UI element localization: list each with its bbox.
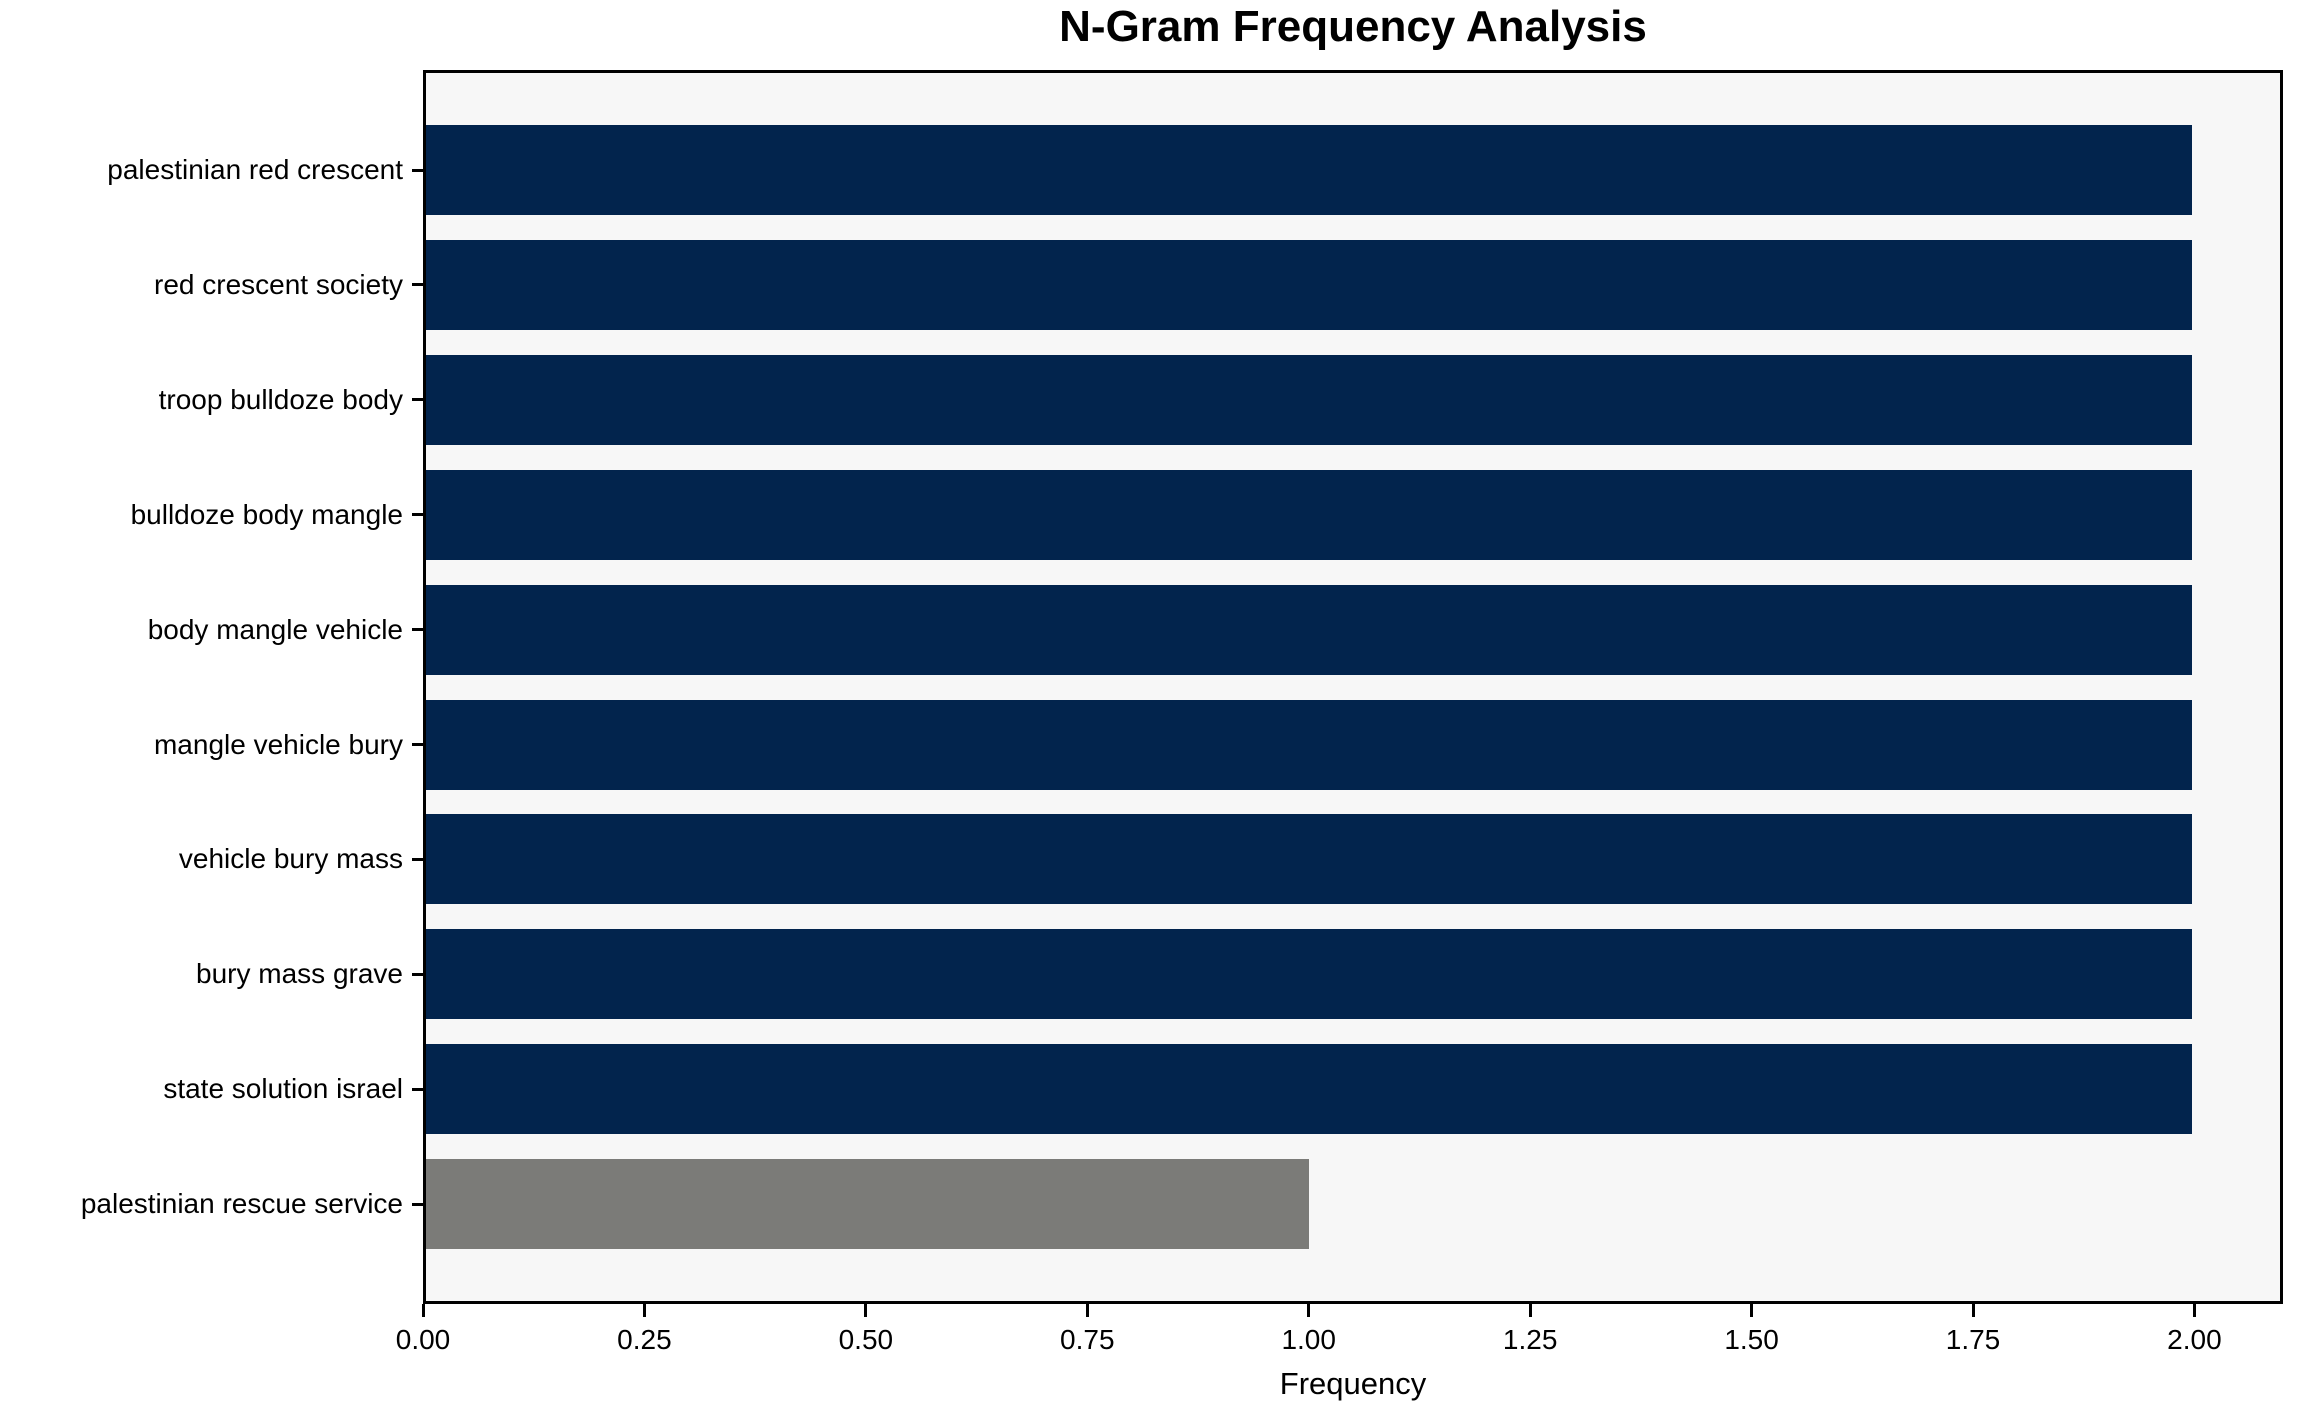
y-tick-label: palestinian red crescent — [107, 154, 403, 185]
x-tick-label: 1.00 — [1281, 1324, 1336, 1355]
y-tick-mark — [412, 743, 423, 746]
y-tick-mark — [412, 628, 423, 632]
x-tick-label: 0.25 — [617, 1324, 672, 1355]
bar — [426, 929, 2192, 1020]
y-tick-mark — [412, 1087, 423, 1091]
y-tick-mark — [412, 1202, 423, 1206]
x-tick-mark — [1085, 1304, 1089, 1317]
y-tick-label: vehicle bury mass — [178, 843, 403, 875]
x-tick-mark — [642, 1304, 646, 1317]
bar — [426, 1044, 2192, 1135]
y-tick-label: troop bulldoze body — [158, 383, 403, 415]
x-tick-mark — [1528, 1304, 1532, 1317]
y-tick-label: state solution israel — [163, 1073, 403, 1105]
bar — [426, 469, 2192, 560]
y-tick-label: red crescent society — [154, 268, 403, 300]
x-tick-label: 1.75 — [1945, 1324, 2001, 1355]
x-tick-label: 1.50 — [1724, 1324, 1779, 1355]
x-tick-label: 0.75 — [1060, 1324, 1115, 1355]
plot-area — [423, 70, 2283, 1304]
y-tick-mark — [412, 972, 423, 976]
bar — [426, 584, 2192, 675]
bar — [426, 125, 2192, 215]
x-tick-label: 0.50 — [838, 1324, 894, 1355]
y-tick-label: bulldoze body mangle — [130, 498, 403, 530]
y-tick-label: bury mass grave — [196, 958, 403, 990]
y-tick-mark — [412, 283, 423, 287]
bar — [426, 814, 2192, 905]
x-tick-mark — [2192, 1304, 2196, 1317]
x-tick-label: 1.25 — [1502, 1324, 1558, 1355]
y-tick-label: palestinian rescue service — [80, 1188, 403, 1220]
x-tick-mark — [421, 1304, 425, 1317]
x-axis-label: Frequency — [1279, 1366, 1427, 1401]
bar — [426, 354, 2192, 445]
bar — [426, 1159, 1309, 1250]
y-tick-mark — [412, 513, 423, 517]
y-tick-label: body mangle vehicle — [147, 613, 403, 645]
chart-title: N-Gram Frequency Analysis — [1059, 2, 1647, 51]
y-tick-mark — [412, 857, 423, 861]
y-tick-label: mangle vehicle bury — [153, 728, 403, 760]
x-tick-label: 0.00 — [395, 1324, 451, 1355]
x-tick-mark — [1971, 1304, 1975, 1317]
bar — [426, 239, 2192, 330]
x-tick-mark — [1307, 1304, 1311, 1317]
y-tick-mark — [412, 168, 423, 172]
y-tick-mark — [412, 398, 423, 402]
x-tick-mark — [1750, 1304, 1754, 1317]
x-tick-mark — [864, 1304, 868, 1317]
bar — [426, 699, 2192, 790]
x-tick-label: 2.00 — [2167, 1324, 2222, 1355]
